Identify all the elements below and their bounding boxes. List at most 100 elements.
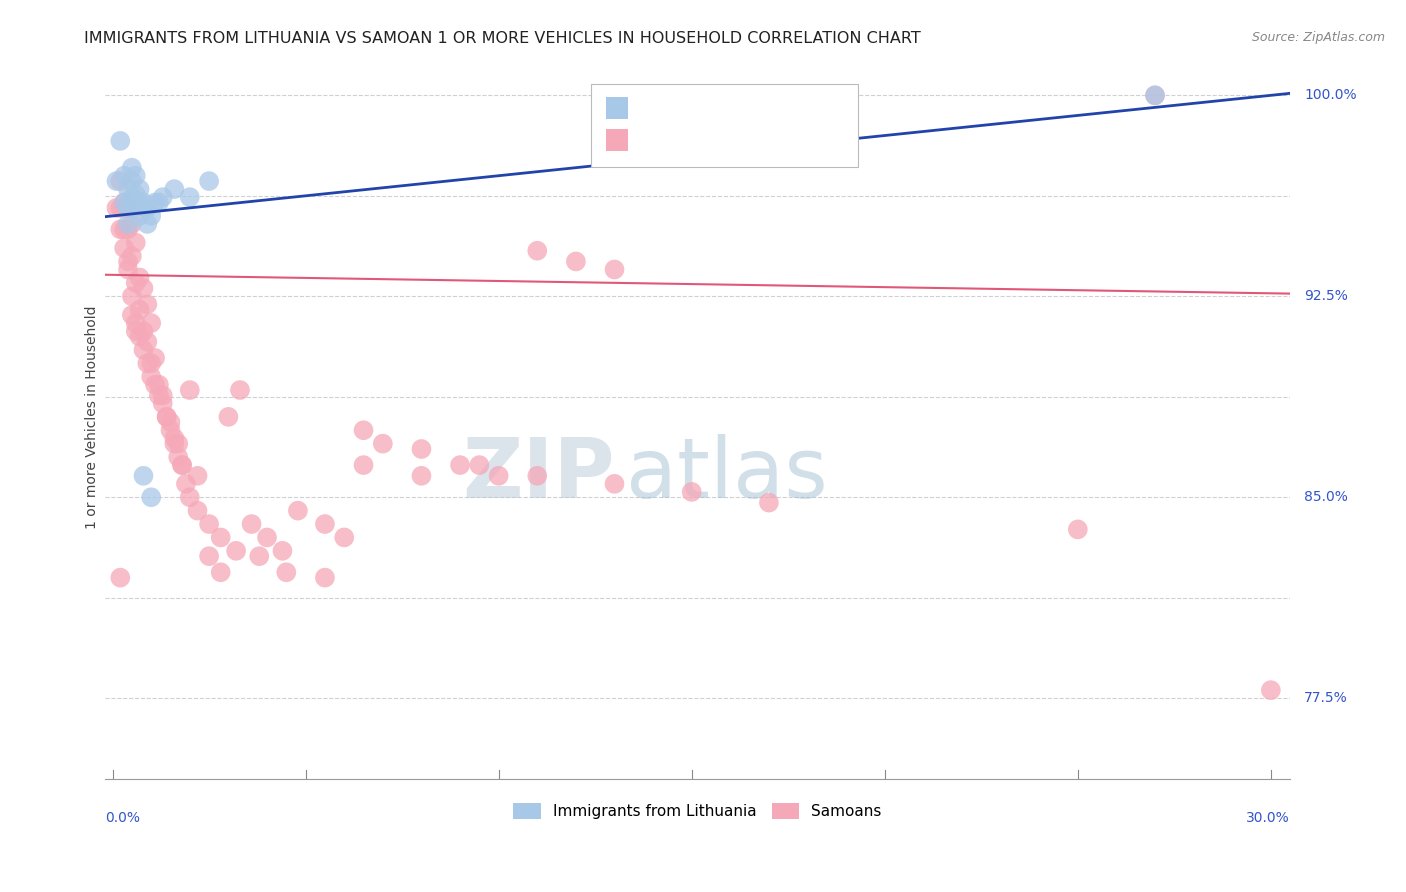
Point bbox=[125, 169, 148, 183]
Point bbox=[117, 217, 139, 231]
Point bbox=[132, 343, 155, 357]
Y-axis label: 1 or more Vehicles in Household: 1 or more Vehicles in Household bbox=[86, 305, 100, 529]
Point bbox=[110, 571, 132, 585]
Point bbox=[121, 195, 143, 210]
Point bbox=[110, 201, 132, 215]
Point bbox=[186, 468, 208, 483]
Point bbox=[125, 316, 148, 330]
Text: IMMIGRANTS FROM LITHUANIA VS SAMOAN 1 OR MORE VEHICLES IN HOUSEHOLD CORRELATION : IMMIGRANTS FROM LITHUANIA VS SAMOAN 1 OR… bbox=[84, 31, 921, 46]
Point bbox=[117, 262, 139, 277]
Point bbox=[128, 302, 150, 317]
Text: 0.0%: 0.0% bbox=[105, 811, 139, 825]
Point bbox=[209, 566, 232, 580]
Point bbox=[468, 458, 491, 472]
Point bbox=[148, 388, 170, 402]
Point bbox=[125, 187, 148, 202]
Point bbox=[112, 241, 135, 255]
Point bbox=[179, 490, 201, 504]
Point bbox=[209, 530, 232, 544]
Point bbox=[353, 423, 375, 437]
Point bbox=[198, 516, 221, 531]
Point bbox=[167, 436, 190, 450]
Point bbox=[117, 201, 139, 215]
Point bbox=[132, 281, 155, 295]
Point bbox=[121, 217, 143, 231]
Text: 100.0%: 100.0% bbox=[1305, 88, 1357, 103]
Point bbox=[121, 308, 143, 322]
Point bbox=[132, 468, 155, 483]
Point bbox=[526, 244, 548, 258]
Point bbox=[179, 383, 201, 397]
Point bbox=[256, 530, 278, 544]
Point bbox=[112, 195, 135, 210]
Point bbox=[121, 174, 143, 188]
Text: atlas: atlas bbox=[627, 434, 828, 516]
Point bbox=[143, 351, 166, 365]
Point bbox=[526, 468, 548, 483]
Point bbox=[121, 190, 143, 204]
Text: R = -0.027: R = -0.027 bbox=[637, 131, 742, 149]
Point bbox=[125, 201, 148, 215]
Text: 85.0%: 85.0% bbox=[1305, 491, 1348, 504]
Point bbox=[1067, 522, 1090, 536]
Point bbox=[179, 190, 201, 204]
Point bbox=[186, 503, 208, 517]
Point bbox=[156, 409, 179, 424]
Point bbox=[152, 388, 174, 402]
Point bbox=[603, 262, 626, 277]
Point bbox=[159, 423, 181, 437]
Point bbox=[117, 254, 139, 268]
Point bbox=[141, 356, 163, 370]
Point bbox=[333, 530, 356, 544]
Point bbox=[170, 458, 193, 472]
Point bbox=[121, 249, 143, 263]
Point bbox=[681, 484, 703, 499]
Point bbox=[314, 571, 336, 585]
Point bbox=[110, 134, 132, 148]
Point bbox=[125, 235, 148, 250]
Point bbox=[148, 195, 170, 210]
Point bbox=[143, 195, 166, 210]
Point bbox=[112, 169, 135, 183]
Point bbox=[198, 549, 221, 564]
Point bbox=[156, 409, 179, 424]
Point bbox=[110, 222, 132, 236]
Point bbox=[488, 468, 510, 483]
Point bbox=[1143, 88, 1166, 103]
Point bbox=[411, 442, 433, 456]
Text: R =  0.528: R = 0.528 bbox=[637, 99, 741, 117]
Point bbox=[132, 195, 155, 210]
Point bbox=[132, 324, 155, 338]
Point bbox=[353, 458, 375, 472]
Point bbox=[121, 289, 143, 303]
Point bbox=[1260, 683, 1282, 698]
FancyBboxPatch shape bbox=[591, 84, 858, 168]
Point bbox=[174, 476, 197, 491]
Point bbox=[141, 209, 163, 223]
Point bbox=[105, 174, 128, 188]
Point bbox=[170, 458, 193, 472]
Point bbox=[217, 409, 239, 424]
Text: 30.0%: 30.0% bbox=[1246, 811, 1291, 825]
Point bbox=[163, 182, 186, 196]
Point bbox=[141, 316, 163, 330]
Text: ZIP: ZIP bbox=[463, 434, 614, 516]
Point bbox=[136, 201, 159, 215]
Point bbox=[136, 356, 159, 370]
Point bbox=[198, 174, 221, 188]
Text: N = 88: N = 88 bbox=[751, 131, 818, 149]
Point bbox=[143, 377, 166, 392]
Point bbox=[163, 431, 186, 445]
Point bbox=[152, 396, 174, 410]
Point bbox=[128, 209, 150, 223]
Point bbox=[121, 161, 143, 175]
Point bbox=[148, 377, 170, 392]
Point bbox=[287, 503, 309, 517]
Point bbox=[141, 490, 163, 504]
Point bbox=[152, 190, 174, 204]
Point bbox=[449, 458, 471, 472]
Point bbox=[136, 297, 159, 311]
Point bbox=[136, 217, 159, 231]
Point bbox=[117, 182, 139, 196]
Point bbox=[112, 195, 135, 210]
